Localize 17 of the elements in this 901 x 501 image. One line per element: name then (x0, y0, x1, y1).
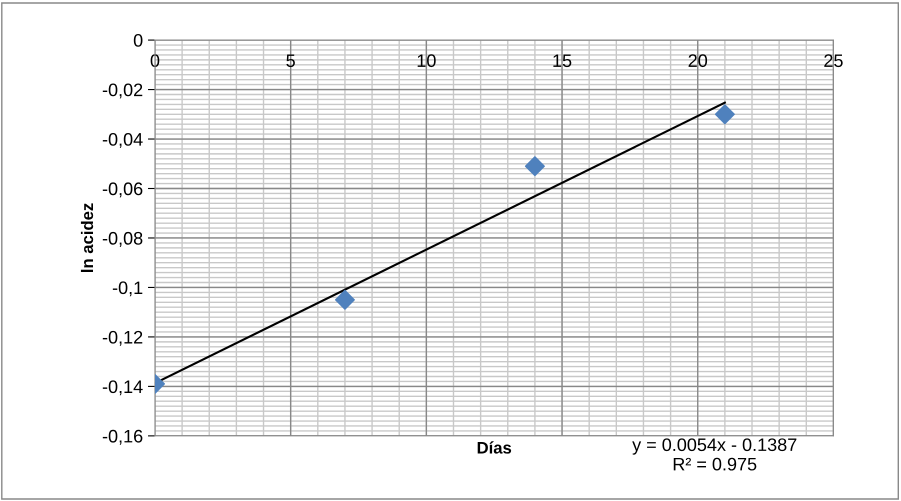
y-tick-label: -0,08 (102, 232, 142, 247)
y-axis-title: ln acidez (80, 203, 94, 272)
y-tick-label: -0,04 (102, 132, 143, 148)
y-tick-label: -0,14 (102, 380, 143, 396)
y-tick-label: -0,16 (102, 430, 142, 445)
x-tick-label: 10 (418, 54, 436, 68)
x-tick-label: 5 (286, 54, 295, 68)
y-tick-label: -0,1 (112, 281, 142, 296)
x-tick-label: 15 (553, 54, 572, 68)
text: y = 0.0054x - 0.1387 R² = 0.975 (632, 438, 796, 471)
x-tick-label: 20 (688, 54, 708, 68)
y-tick-label: 0 (134, 34, 142, 47)
y-tick-label: -0,02 (102, 83, 142, 98)
y-tick-label: -0,12 (102, 330, 142, 346)
y-tick-label: -0,06 (102, 182, 142, 198)
x-axis-title: Días (478, 441, 512, 454)
x-tick-label: 25 (824, 54, 843, 68)
